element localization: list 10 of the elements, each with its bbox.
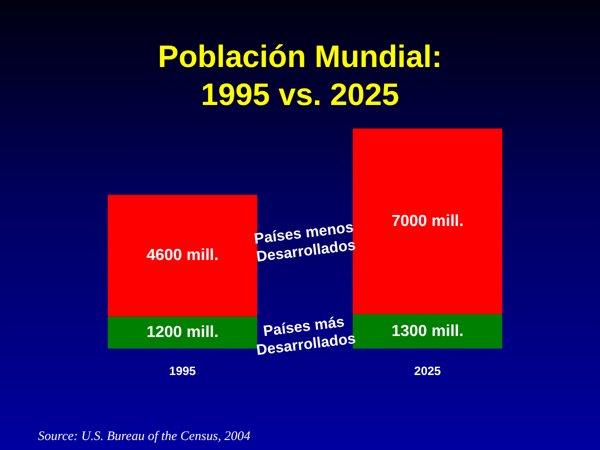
source-note: Source: U.S. Bureau of the Census, 2004 [38, 428, 250, 444]
data-label: 7000 mill. [391, 212, 464, 230]
x-tick-label: 2025 [414, 364, 442, 378]
text: Países menos Desarrollados [253, 218, 357, 266]
data-label: 1300 mill. [391, 322, 464, 340]
text: Países más Desarrollados [255, 313, 357, 360]
chart-title: Población Mundial: 1995 vs. 2025 [156, 38, 444, 114]
data-label: 4600 mill. [146, 247, 219, 264]
x-tick-label: 1995 [169, 364, 196, 378]
data-label: 1200 mill. [146, 324, 219, 342]
